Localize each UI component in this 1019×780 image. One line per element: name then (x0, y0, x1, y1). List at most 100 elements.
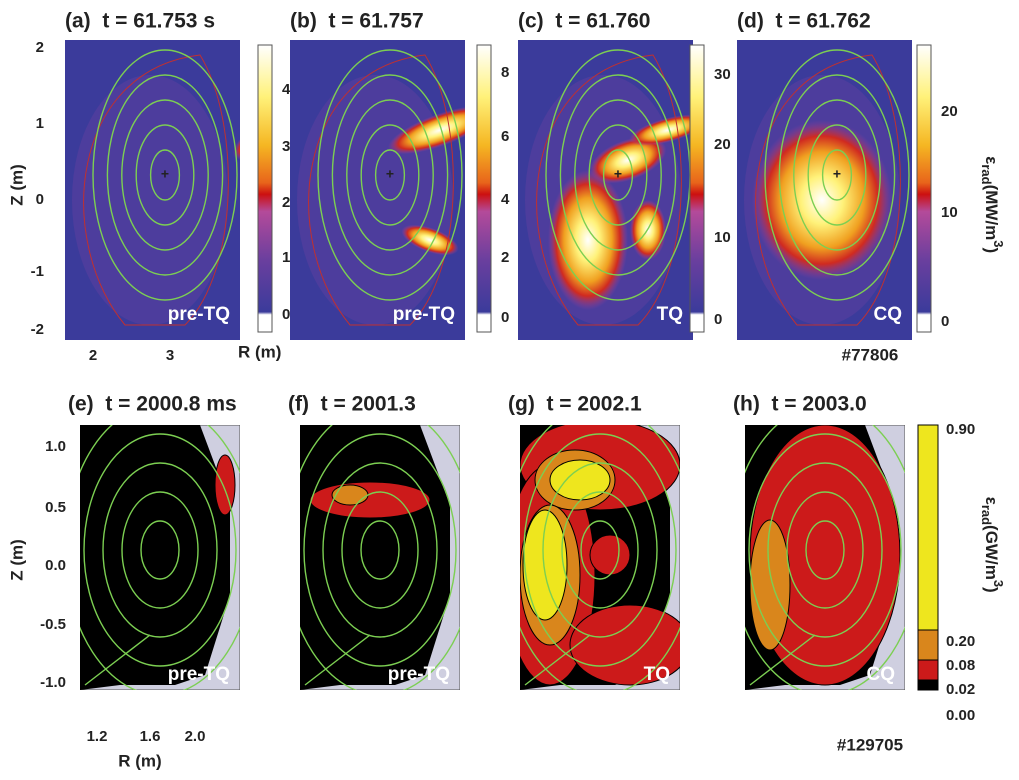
phase-tag: CQ (867, 664, 896, 685)
y-tick-label: 0.5 (45, 499, 66, 516)
emission (548, 170, 628, 310)
flux-surface (360, 520, 400, 580)
panel-image (80, 425, 240, 690)
unit: (MW/m (982, 185, 1001, 241)
unit: (GW/m (982, 525, 1001, 580)
flux-surface (561, 491, 639, 609)
colorbar-segment (917, 679, 939, 691)
flux-surface (346, 99, 434, 251)
phase-tag: pre-TQ (388, 664, 450, 685)
colorbar (257, 44, 273, 333)
emission-region (589, 534, 631, 576)
colorbar-tick-label: 0 (714, 311, 722, 328)
center-marker: + (833, 166, 841, 182)
colorbar-tick-label: 0 (941, 313, 949, 330)
colorbar-tick-label: 0.00 (946, 707, 975, 724)
emission-region (549, 459, 611, 501)
colorbar-segment (917, 424, 939, 631)
colorbar-segment (917, 659, 939, 681)
separatrix (524, 634, 591, 686)
colorbar-tick-label: 10 (714, 229, 731, 246)
panel-title: (h) t = 2003.0 (733, 393, 867, 416)
flux-surface (121, 99, 209, 251)
emission (388, 105, 465, 155)
colorbar-tick-label: 3 (282, 138, 290, 155)
emission-region (749, 425, 901, 686)
flux-surface (588, 124, 648, 226)
flux-surface (748, 433, 902, 667)
panel-image (745, 425, 905, 690)
flux-surface (821, 149, 853, 201)
panel-title: (f) t = 2001.3 (288, 393, 416, 416)
phase-tag: CQ (874, 304, 903, 325)
center-marker: + (386, 166, 394, 182)
flux-surface (149, 149, 181, 201)
center-marker: + (161, 166, 169, 182)
flux-surface (106, 74, 224, 276)
flux-surface (542, 462, 658, 638)
colorbar-label: εrad(GW/m3) (979, 473, 1006, 607)
plasma-glow (297, 75, 453, 325)
subscript: rad (979, 164, 994, 184)
phase-tag: pre-TQ (168, 304, 230, 325)
separatrix (304, 634, 371, 686)
colorbar-tick-label: 0.90 (946, 421, 975, 438)
symbol: ε (982, 497, 1001, 505)
panel-image: + (737, 40, 912, 340)
panel-title: (a) t = 61.753 s (65, 10, 215, 33)
flux-surface (303, 433, 457, 667)
colorbar-tick-label: 4 (501, 191, 510, 208)
colorbar-tick-label: 1 (282, 249, 290, 266)
shot-number: #129705 (837, 735, 903, 754)
flux-surface (121, 491, 199, 609)
y-tick-label: -1 (31, 263, 44, 280)
emission (629, 114, 693, 146)
colorbar-tick-label: 8 (501, 64, 509, 81)
colorbar (476, 44, 492, 333)
unit-close: ) (982, 248, 1001, 254)
flux-surface (360, 124, 420, 226)
phase-tag: pre-TQ (393, 304, 455, 325)
flux-surface (322, 462, 438, 638)
x-label: R (m) (118, 751, 161, 770)
emission-region (331, 484, 369, 506)
colorbar-tick-label: 2 (501, 249, 509, 266)
phase-tag: pre-TQ (168, 664, 230, 685)
colorbar-tick-label: 0.08 (946, 657, 975, 674)
flux-surface (778, 74, 896, 276)
separatrix (749, 634, 816, 686)
x-tick-label: 3 (166, 347, 174, 364)
y-tick-label: 2 (36, 39, 44, 56)
symbol: ε (982, 156, 1001, 164)
flux-surface (793, 99, 881, 251)
flux-surface (374, 149, 406, 201)
emission-region (214, 454, 236, 516)
x-tick-label: 2 (89, 347, 97, 364)
flux-surface (331, 74, 449, 276)
superscript: 3 (991, 580, 1006, 587)
panel-title: (g) t = 2002.1 (508, 393, 642, 416)
separatrix (84, 634, 151, 686)
panel-title: (b) t = 61.757 (290, 10, 424, 33)
colorbar-segment (917, 629, 939, 661)
unit-close: ) (982, 587, 1001, 593)
panel-title: (c) t = 61.760 (518, 10, 651, 33)
panel-image: + (518, 40, 693, 340)
emission-region (522, 509, 568, 621)
colorbar-tick-label: 10 (941, 204, 958, 221)
colorbar-tick-label: 2 (282, 194, 290, 211)
flux-surface (786, 491, 864, 609)
colorbar-tick-label: 6 (501, 128, 509, 145)
y-tick-label: 0.0 (45, 557, 66, 574)
center-marker: + (614, 166, 622, 182)
emission (752, 120, 892, 280)
panel-image (300, 425, 460, 690)
colorbar-tick-label: 0 (501, 309, 509, 326)
phase-tag: TQ (644, 664, 670, 685)
emission (401, 224, 459, 256)
colorbar-tick-label: 0.02 (946, 681, 975, 698)
panel-image (520, 425, 680, 690)
subscript: rad (979, 505, 994, 525)
plasma-glow (72, 75, 228, 325)
y-tick-label: 0 (36, 191, 44, 208)
